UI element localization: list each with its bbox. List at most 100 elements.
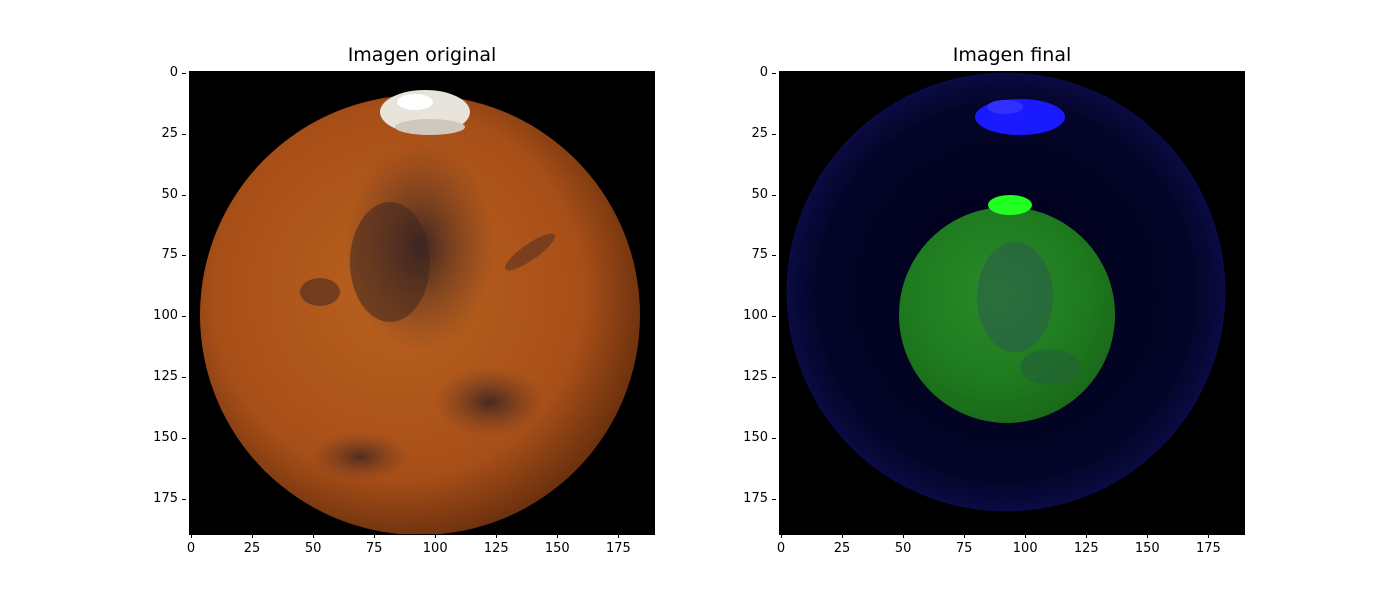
x-tick-mark (557, 534, 559, 538)
y-tick-mark (772, 316, 776, 318)
y-tick-mark (772, 73, 776, 74)
y-tick: 175 (150, 491, 186, 513)
y-tick: 75 (740, 247, 776, 269)
panel-title: Imagen original (347, 44, 497, 66)
y-tick: 50 (740, 187, 776, 209)
y-tick-label: 75 (161, 247, 178, 263)
y-tick-mark (182, 498, 186, 500)
y-tick-label: 25 (161, 125, 178, 141)
x-tick-mark (1086, 534, 1088, 538)
x-tick: 0 (761, 534, 801, 556)
y-tick-mark (772, 194, 776, 196)
final-image-panel: Imagen final (740, 0, 1300, 600)
x-tick-label: 75 (955, 541, 973, 556)
y-tick-label: 0 (169, 65, 178, 80)
x-tick: 175 (1188, 534, 1228, 556)
y-tick-mark (772, 498, 776, 500)
x-tick-mark (252, 534, 254, 538)
y-tick-label: 125 (153, 368, 178, 384)
x-tick: 75 (944, 534, 984, 556)
y-tick: 150 (740, 430, 776, 452)
x-tick: 150 (1127, 534, 1167, 556)
y-tick-mark (182, 316, 186, 318)
x-tick: 175 (598, 534, 638, 556)
y-tick-label: 75 (751, 247, 768, 263)
y-tick-mark (182, 437, 186, 439)
y-tick-mark (772, 255, 776, 257)
x-tick-mark (313, 534, 315, 538)
panel-title: Imagen final (952, 44, 1072, 66)
x-tick-mark (191, 534, 192, 538)
x-tick-label: 50 (894, 541, 912, 556)
green-polar-cap (988, 195, 1032, 215)
y-tick: 75 (150, 247, 186, 269)
x-tick-label: 25 (243, 541, 261, 556)
x-tick-mark (842, 534, 844, 538)
x-tick: 125 (476, 534, 516, 556)
y-tick: 25 (150, 126, 186, 148)
y-tick: 175 (740, 491, 776, 513)
y-tick: 100 (150, 308, 186, 330)
processed-mars-image (780, 72, 1244, 534)
x-tick-label: 75 (365, 541, 383, 556)
y-tick-label: 50 (751, 186, 768, 202)
y-tick-label: 50 (161, 186, 178, 202)
x-tick-mark (618, 534, 620, 538)
x-tick-label: 150 (544, 541, 570, 556)
x-tick-mark (1147, 534, 1149, 538)
y-tick-mark (772, 133, 776, 135)
y-tick-mark (182, 255, 186, 257)
y-tick-mark (182, 376, 186, 378)
x-tick: 0 (171, 534, 211, 556)
mars-image (190, 72, 654, 534)
y-tick-mark (182, 194, 186, 196)
x-tick-mark (1025, 534, 1027, 538)
x-tick: 25 (822, 534, 862, 556)
x-tick: 150 (537, 534, 577, 556)
x-tick: 50 (293, 534, 333, 556)
x-tick: 25 (232, 534, 272, 556)
y-tick: 0 (150, 65, 186, 87)
x-tick-mark (374, 534, 376, 538)
x-tick-label: 175 (1195, 541, 1221, 556)
x-tick: 50 (883, 534, 923, 556)
y-tick-mark (182, 133, 186, 135)
y-tick-label: 100 (743, 308, 768, 324)
y-tick: 25 (740, 126, 776, 148)
x-tick-label: 175 (605, 541, 631, 556)
x-tick: 75 (354, 534, 394, 556)
y-tick: 150 (150, 430, 186, 452)
y-tick-mark (182, 73, 186, 74)
x-tick-mark (964, 534, 966, 538)
x-tick-label: 125 (483, 541, 509, 556)
y-tick-label: 0 (759, 65, 768, 80)
x-tick-label: 50 (304, 541, 322, 556)
x-tick-label: 0 (776, 541, 786, 556)
x-tick-label: 100 (422, 541, 448, 556)
y-tick-label: 25 (751, 125, 768, 141)
x-tick-label: 100 (1012, 541, 1038, 556)
x-tick-label: 25 (833, 541, 851, 556)
x-tick-mark (781, 534, 782, 538)
y-tick: 125 (740, 369, 776, 391)
y-tick: 100 (740, 308, 776, 330)
y-tick-label: 175 (743, 490, 768, 506)
y-tick: 125 (150, 369, 186, 391)
final-image-axes (779, 71, 1245, 535)
original-image-panel: Imagen original (150, 0, 710, 600)
y-tick-label: 100 (153, 308, 178, 324)
x-tick-label: 125 (1073, 541, 1099, 556)
x-tick-mark (435, 534, 437, 538)
x-tick-mark (1208, 534, 1210, 538)
y-tick-label: 175 (153, 490, 178, 506)
x-tick-label: 0 (186, 541, 196, 556)
y-tick-mark (772, 437, 776, 439)
y-tick-label: 150 (743, 429, 768, 445)
original-image-axes (189, 71, 655, 535)
y-tick: 0 (740, 65, 776, 87)
y-tick-mark (772, 376, 776, 378)
x-tick-label: 150 (1134, 541, 1160, 556)
x-tick-mark (496, 534, 498, 538)
y-tick-label: 150 (153, 429, 178, 445)
x-tick: 125 (1066, 534, 1106, 556)
